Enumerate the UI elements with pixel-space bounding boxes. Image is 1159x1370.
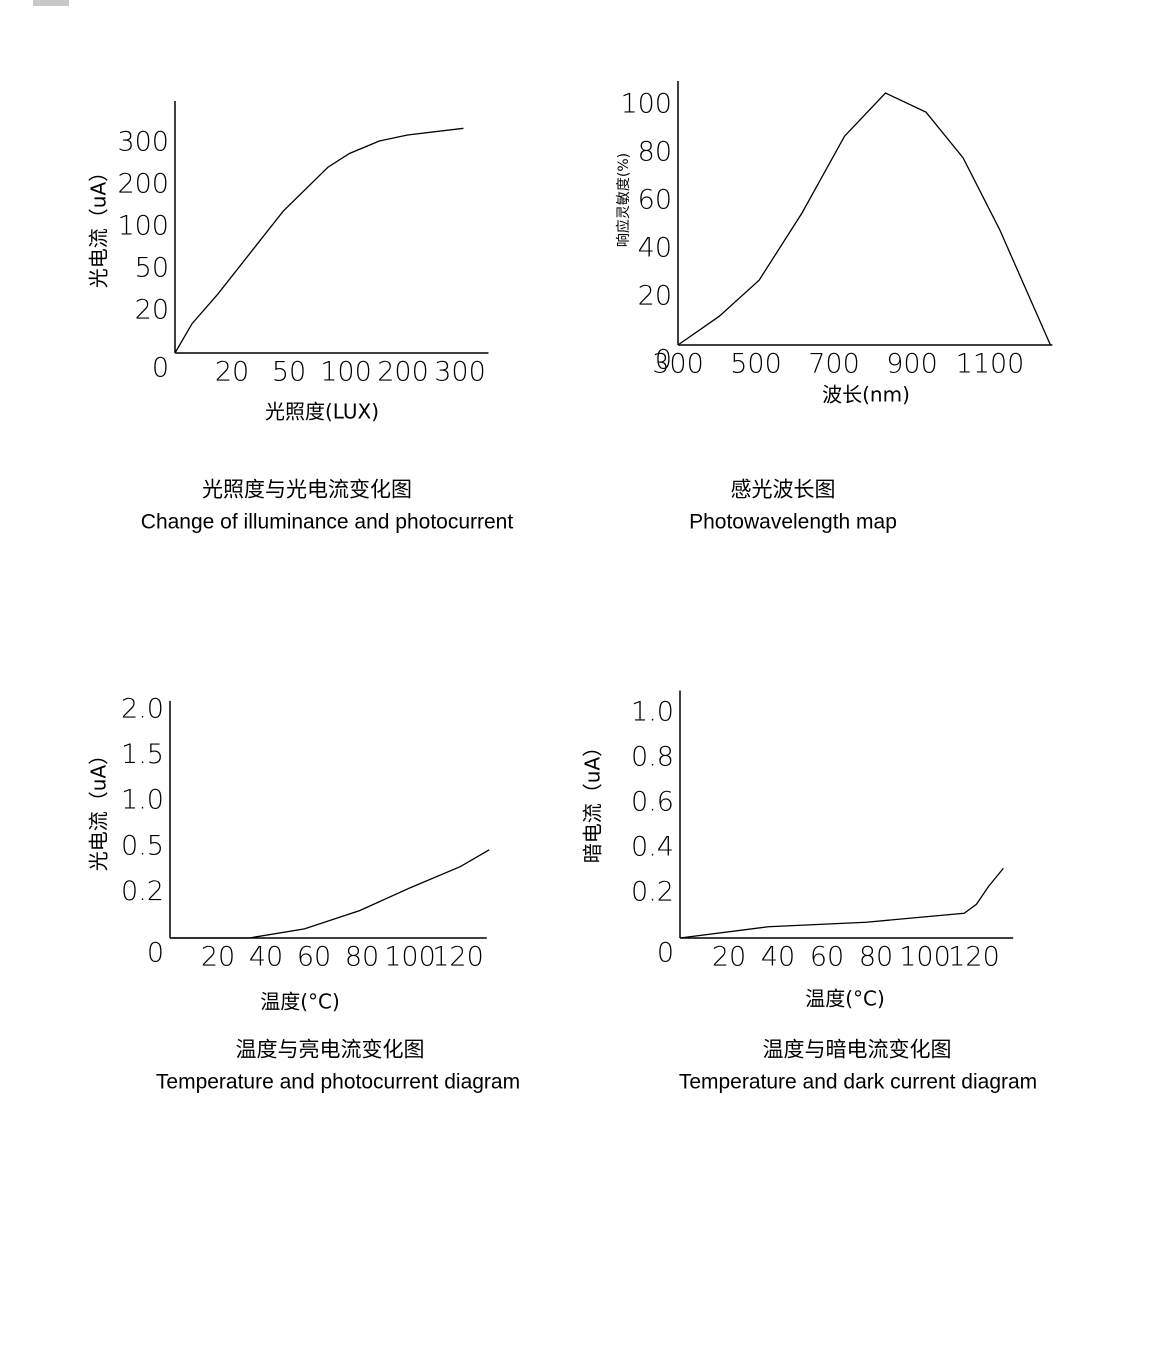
x-tick-label: 80 xyxy=(859,942,893,973)
y-tick-label: 0.8 xyxy=(631,742,674,773)
chart-title: 温度与亮电流变化图 xyxy=(236,1038,425,1062)
chart-subtitle: Temperature and photocurrent diagram xyxy=(156,1071,520,1094)
x-tick-label: 40 xyxy=(249,942,283,973)
x-tick-label: 500 xyxy=(730,349,782,380)
y-tick-label: 0.4 xyxy=(631,832,674,863)
y-tick-label: 60 xyxy=(638,185,672,216)
y-tick-label: 0 xyxy=(147,938,164,969)
y-tick-label: 300 xyxy=(117,127,169,158)
chart-title: 光照度与光电流变化图 xyxy=(202,478,412,502)
x-tick-label: 100 xyxy=(320,357,372,388)
chart-title: 温度与暗电流变化图 xyxy=(763,1038,952,1062)
y-axis-label: 暗电流（uA） xyxy=(581,737,605,863)
x-tick-label: 60 xyxy=(810,942,844,973)
y-tick-label: 80 xyxy=(638,137,672,168)
x-tick-label: 200 xyxy=(377,357,429,388)
data-line xyxy=(170,849,490,939)
x-tick-label: 20 xyxy=(215,357,249,388)
y-tick-label: 20 xyxy=(638,281,672,312)
y-tick-label: 100 xyxy=(620,89,672,120)
x-tick-label: 300 xyxy=(434,357,486,388)
x-tick-label: 50 xyxy=(272,357,306,388)
y-tick-label: 0.2 xyxy=(631,877,674,908)
y-tick-label: 50 xyxy=(135,253,169,284)
y-tick-label: 0 xyxy=(657,938,674,969)
y-tick-label: 1.0 xyxy=(631,697,674,728)
y-tick-label: 0.2 xyxy=(121,876,164,907)
x-tick-label: 100 xyxy=(899,942,951,973)
data-line xyxy=(174,127,464,354)
y-tick-label: 200 xyxy=(117,169,169,200)
x-axis-label: 光照度(LUX) xyxy=(265,400,379,424)
chart-subtitle: Change of illuminance and photocurrent xyxy=(141,511,514,534)
x-axis-label: 波长(nm) xyxy=(822,383,910,407)
x-tick-label: 100 xyxy=(384,942,436,973)
x-axis-label: 温度(°C) xyxy=(805,987,885,1011)
y-tick-label: 100 xyxy=(117,211,169,242)
x-axis-label: 温度(°C) xyxy=(260,990,340,1014)
x-tick-label: 60 xyxy=(297,942,331,973)
y-tick-label: 1.5 xyxy=(121,739,164,770)
chart-subtitle: Temperature and dark current diagram xyxy=(679,1071,1037,1094)
y-axis-label: 光电流（uA） xyxy=(87,745,111,871)
x-tick-label: 1100 xyxy=(956,349,1025,380)
y-tick-label: 1.0 xyxy=(121,785,164,816)
data-line xyxy=(677,92,1052,346)
x-tick-label: 900 xyxy=(886,349,938,380)
x-tick-label: 700 xyxy=(808,349,860,380)
header-marker xyxy=(33,0,69,6)
y-tick-label: 40 xyxy=(638,233,672,264)
y-tick-label: 0.6 xyxy=(631,787,674,818)
x-tick-label: 20 xyxy=(712,942,746,973)
y-tick-label: 20 xyxy=(135,295,169,326)
x-tick-label: 20 xyxy=(201,942,235,973)
x-tick-label: 80 xyxy=(345,942,379,973)
x-tick-label: 300 xyxy=(652,349,704,380)
data-line xyxy=(679,867,1004,939)
chart-subtitle: Photowavelength map xyxy=(689,511,897,534)
y-axis-label: 光电流（uA） xyxy=(87,162,111,288)
x-tick-label: 120 xyxy=(432,942,484,973)
y-axis-label: 响应灵敏度(%) xyxy=(615,153,632,247)
y-tick-label: 0.5 xyxy=(121,830,164,861)
x-tick-label: 120 xyxy=(948,942,1000,973)
y-tick-label: 0 xyxy=(655,345,672,376)
x-tick-label: 40 xyxy=(761,942,795,973)
y-tick-label: 0 xyxy=(152,353,169,384)
chart-title: 感光波长图 xyxy=(731,478,836,502)
y-tick-label: 2.0 xyxy=(121,694,164,725)
